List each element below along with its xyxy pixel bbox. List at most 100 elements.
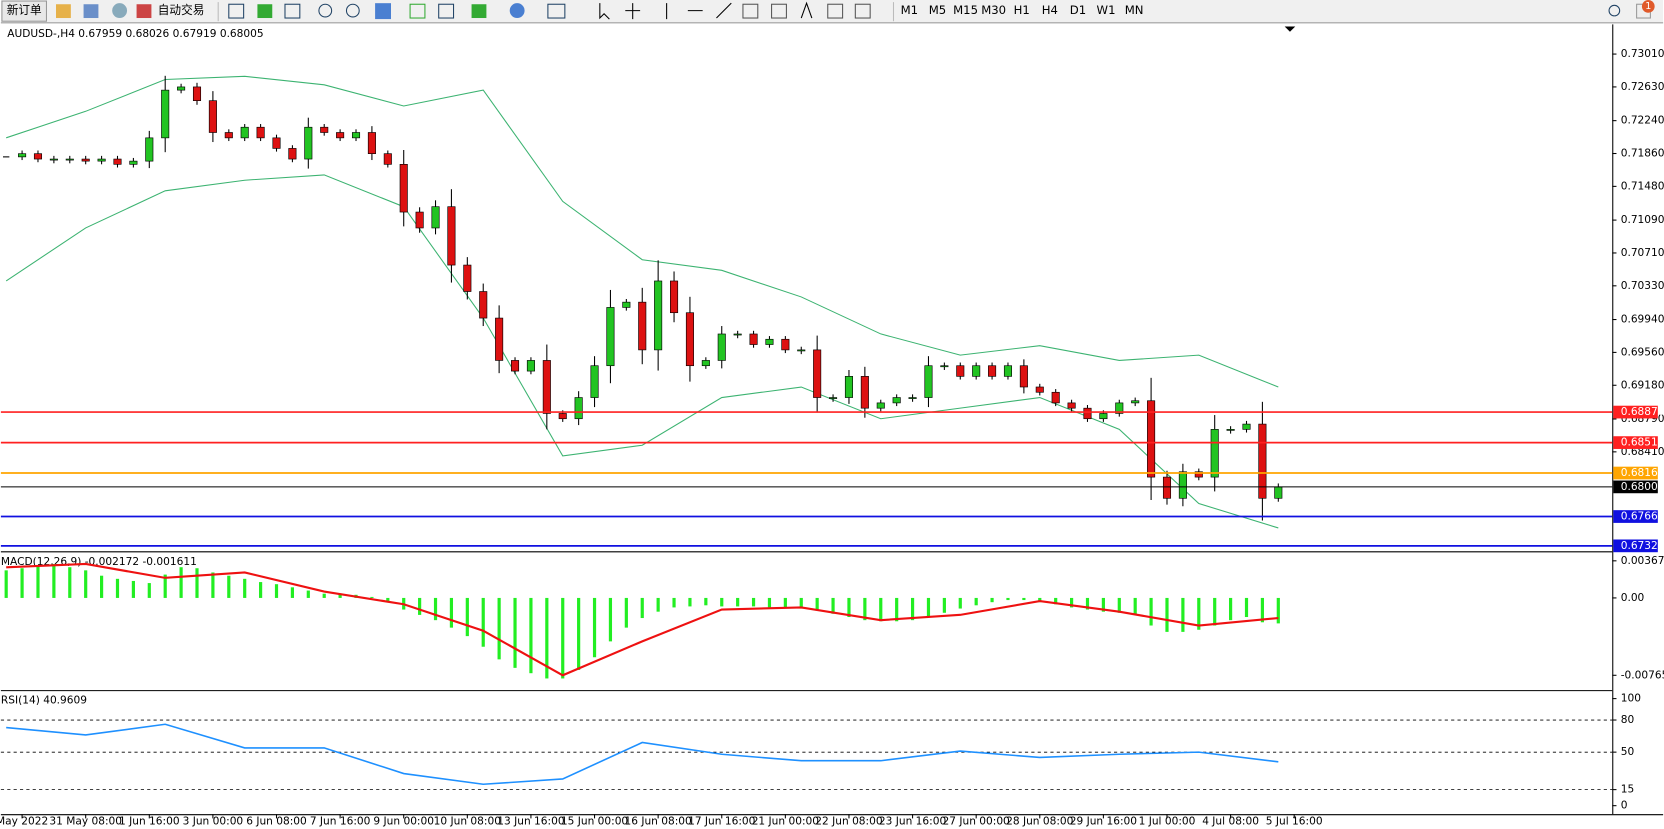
histogram-bar bbox=[1006, 597, 1010, 601]
icon[interactable] bbox=[83, 4, 99, 19]
timeframe-button[interactable]: W1 bbox=[1097, 3, 1116, 17]
timeframe-button[interactable]: MN bbox=[1125, 3, 1144, 17]
histogram-bar bbox=[847, 597, 851, 618]
candle bbox=[288, 148, 297, 160]
icon[interactable] bbox=[257, 4, 273, 19]
chart-title: AUDUSD-,H4 0.67959 0.68026 0.67919 0.680… bbox=[7, 28, 263, 40]
candle bbox=[1115, 402, 1124, 414]
y-tick-label: 15 bbox=[1621, 784, 1634, 796]
histogram-bar bbox=[227, 575, 231, 598]
crosshair-tool[interactable] bbox=[625, 3, 641, 20]
candle bbox=[49, 158, 58, 161]
histogram-bar bbox=[370, 596, 374, 598]
histogram-bar bbox=[1244, 597, 1249, 618]
zoom-out[interactable] bbox=[345, 3, 360, 18]
histogram-bar bbox=[1165, 597, 1169, 632]
icon[interactable] bbox=[547, 3, 566, 19]
candle bbox=[908, 397, 917, 399]
timeframe-button[interactable]: M5 bbox=[929, 3, 946, 17]
icon[interactable] bbox=[771, 3, 787, 19]
histogram-bar bbox=[481, 597, 485, 647]
icon[interactable] bbox=[375, 3, 391, 20]
timeframe-button[interactable]: M15 bbox=[953, 3, 978, 17]
histogram-bar bbox=[1260, 597, 1264, 623]
icon[interactable] bbox=[228, 3, 245, 19]
icon[interactable] bbox=[56, 4, 71, 19]
auto-trading-label[interactable]: 自动交易 bbox=[158, 3, 205, 17]
histogram-bar bbox=[529, 597, 533, 674]
x-tick-label: 6 Jun 08:00 bbox=[246, 816, 307, 828]
candle bbox=[208, 100, 217, 133]
price-level-tag bbox=[1613, 405, 1658, 419]
histogram-bar bbox=[799, 597, 803, 609]
histogram-bar bbox=[243, 578, 247, 598]
candle bbox=[351, 132, 361, 139]
shift-marker bbox=[1284, 26, 1296, 32]
histogram-bar bbox=[386, 597, 390, 603]
candle bbox=[431, 206, 440, 229]
histogram-bar bbox=[704, 597, 708, 606]
icon[interactable] bbox=[438, 3, 455, 19]
auto-trading-icon[interactable] bbox=[136, 4, 152, 19]
icon[interactable] bbox=[284, 3, 301, 19]
icon[interactable] bbox=[409, 3, 426, 19]
chart-window[interactable] bbox=[0, 24, 1664, 829]
text-tool[interactable] bbox=[800, 1, 813, 19]
candle bbox=[892, 397, 901, 404]
candle bbox=[463, 264, 472, 292]
timeframe-button[interactable]: D1 bbox=[1070, 3, 1086, 17]
timeframe-button[interactable]: H4 bbox=[1042, 3, 1058, 17]
zoom-in[interactable] bbox=[318, 3, 333, 18]
rsi-line bbox=[6, 723, 1279, 786]
icon[interactable] bbox=[509, 3, 525, 19]
candle bbox=[224, 132, 233, 139]
histogram-bar bbox=[926, 597, 931, 618]
icon[interactable] bbox=[742, 3, 759, 19]
icon[interactable] bbox=[471, 4, 487, 19]
histogram-bar bbox=[831, 597, 835, 614]
histogram-bar bbox=[20, 568, 24, 598]
new-order-button[interactable] bbox=[1, 0, 47, 22]
candle bbox=[367, 132, 376, 155]
icon[interactable] bbox=[112, 3, 128, 19]
histogram-bar bbox=[1022, 597, 1026, 601]
candle bbox=[415, 211, 424, 229]
x-tick-label: 3 Jun 00:00 bbox=[183, 816, 244, 828]
histogram-bar bbox=[1054, 597, 1058, 605]
histogram-bar bbox=[131, 580, 135, 598]
candle bbox=[526, 360, 535, 372]
toolbar bbox=[0, 0, 1664, 24]
cursor-tool[interactable] bbox=[599, 3, 610, 20]
icon[interactable] bbox=[827, 3, 844, 19]
histogram-bar bbox=[688, 597, 692, 607]
histogram-bar bbox=[895, 597, 899, 622]
timeframe-button[interactable]: M1 bbox=[901, 3, 918, 17]
histogram-bar bbox=[1197, 597, 1201, 630]
new-order-label[interactable]: 新订单 bbox=[7, 3, 42, 17]
candle bbox=[988, 365, 997, 377]
price-level-label: 0.68517 bbox=[1621, 437, 1664, 449]
draw-tools[interactable] bbox=[666, 2, 732, 20]
histogram-bar bbox=[624, 597, 628, 628]
histogram-bar bbox=[418, 597, 422, 615]
candle bbox=[956, 365, 965, 377]
y-tick-label: 0.00 bbox=[1621, 592, 1645, 604]
histogram-bar bbox=[1181, 597, 1185, 632]
candle bbox=[81, 158, 90, 162]
timeframe-button[interactable]: H1 bbox=[1014, 3, 1030, 17]
candle bbox=[813, 349, 822, 398]
y-tick-label: 0.72240 bbox=[1621, 115, 1664, 127]
histogram-bar bbox=[783, 597, 787, 608]
histogram-bar bbox=[4, 570, 8, 598]
timeframe-button[interactable]: M30 bbox=[981, 3, 1006, 17]
search[interactable] bbox=[1608, 4, 1621, 17]
icon[interactable] bbox=[854, 3, 871, 19]
x-tick-label: 10 Jun 08:00 bbox=[434, 816, 502, 828]
histogram-bar bbox=[958, 597, 962, 609]
candle bbox=[256, 126, 265, 139]
histogram-bar bbox=[656, 597, 660, 612]
price-level-label: 0.67323 bbox=[1621, 540, 1664, 552]
price-level-tag bbox=[1613, 466, 1658, 480]
x-tick-label: 7 Jun 16:00 bbox=[310, 816, 371, 828]
